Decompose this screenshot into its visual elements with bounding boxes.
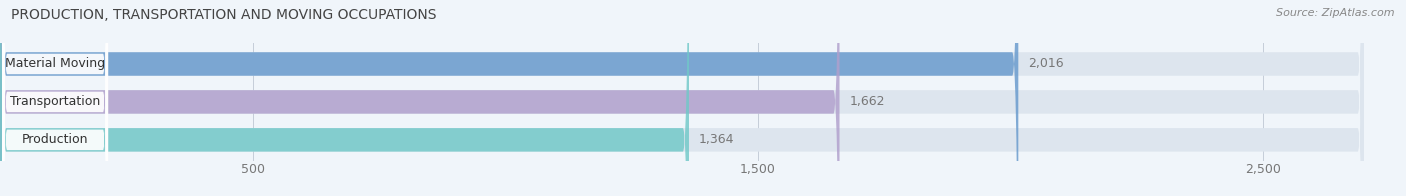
Text: 1,364: 1,364 <box>699 133 734 146</box>
FancyBboxPatch shape <box>1 0 108 196</box>
Text: 2,016: 2,016 <box>1028 57 1064 71</box>
Text: PRODUCTION, TRANSPORTATION AND MOVING OCCUPATIONS: PRODUCTION, TRANSPORTATION AND MOVING OC… <box>11 8 437 22</box>
Text: Transportation: Transportation <box>10 95 100 108</box>
FancyBboxPatch shape <box>0 0 1364 196</box>
Text: Production: Production <box>22 133 89 146</box>
Text: Material Moving: Material Moving <box>6 57 105 71</box>
FancyBboxPatch shape <box>0 0 1018 196</box>
FancyBboxPatch shape <box>0 0 689 196</box>
FancyBboxPatch shape <box>0 0 839 196</box>
FancyBboxPatch shape <box>0 0 1364 196</box>
Text: 1,662: 1,662 <box>849 95 886 108</box>
FancyBboxPatch shape <box>1 0 108 196</box>
FancyBboxPatch shape <box>1 0 108 196</box>
FancyBboxPatch shape <box>0 0 1364 196</box>
Text: Source: ZipAtlas.com: Source: ZipAtlas.com <box>1277 8 1395 18</box>
